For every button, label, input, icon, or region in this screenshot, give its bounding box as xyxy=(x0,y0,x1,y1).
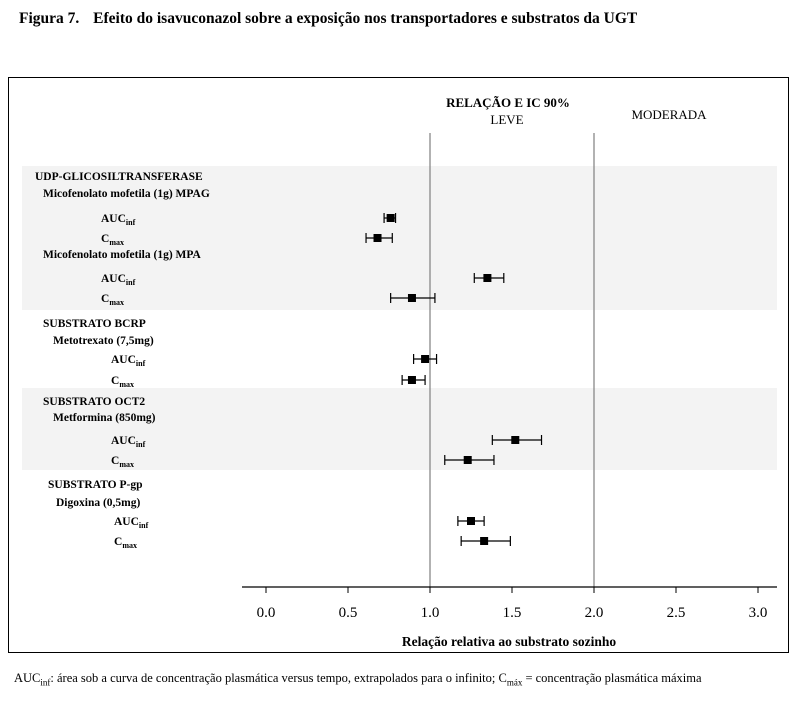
parameter-label: AUCinf xyxy=(111,354,146,368)
parameter-name: AUC xyxy=(111,354,136,366)
x-tick-label: 0.5 xyxy=(339,605,358,621)
point-estimate xyxy=(407,294,416,302)
parameter-subscript: max xyxy=(119,380,134,389)
parameter-subscript: inf xyxy=(136,359,146,368)
chart-header: RELAÇÃO E IC 90% xyxy=(446,95,570,110)
group-label: SUBSTRATO BCRP xyxy=(43,318,146,330)
parameter-label: Cmax xyxy=(101,233,124,247)
x-tick-label: 2.5 xyxy=(667,605,686,621)
x-axis-label: Relação relativa ao substrato sozinho xyxy=(402,634,616,649)
parameter-name: C xyxy=(111,375,119,387)
parameter-name: AUC xyxy=(101,273,126,285)
parameter-name: AUC xyxy=(114,516,139,528)
group-band xyxy=(22,166,777,310)
parameter-name: C xyxy=(101,293,109,305)
parameter-subscript: inf xyxy=(136,440,146,449)
x-tick-label: 3.0 xyxy=(749,605,768,621)
parameter-name: C xyxy=(101,233,109,245)
point-estimate xyxy=(467,517,475,525)
footnote: AUCinf: área sob a curva de concentração… xyxy=(14,670,774,691)
figure-title-text: Efeito do isavuconazol sobre a exposição… xyxy=(93,10,638,27)
point-estimate xyxy=(511,436,520,444)
parameter-label: Cmax xyxy=(111,375,134,389)
parameter-label: Cmax xyxy=(114,536,137,550)
parameter-name: AUC xyxy=(101,213,126,225)
parameter-subscript: max xyxy=(122,541,137,550)
footnote-text-2: = concentração plasmática máxima xyxy=(522,671,702,685)
figure-number: Figura 7. xyxy=(19,10,80,27)
figure-title: Figura 7. Efeito do isavuconazol sobre a… xyxy=(19,10,637,28)
footnote-auc-sub: inf xyxy=(40,677,51,688)
parameter-subscript: inf xyxy=(126,218,136,227)
x-tick-label: 1.5 xyxy=(503,605,522,621)
parameter-subscript: inf xyxy=(139,521,149,530)
substrate-label: Metformina (850mg) xyxy=(53,412,156,424)
substrate-label: Metotrexato (7,5mg) xyxy=(53,335,154,347)
parameter-subscript: inf xyxy=(126,278,136,287)
point-estimate xyxy=(483,274,492,282)
parameter-label: Cmax xyxy=(111,455,134,469)
point-estimate xyxy=(463,456,472,464)
group-label: UDP-GLICOSILTRANSFERASE xyxy=(35,171,203,183)
point-estimate xyxy=(480,537,489,545)
substrate-label: Micofenolato mofetila (1g) MPA xyxy=(43,249,202,261)
substrate-label: Digoxina (0,5mg) xyxy=(56,497,141,509)
parameter-name: C xyxy=(111,455,119,467)
group-label: SUBSTRATO P-gp xyxy=(48,479,142,491)
region-label: LEVE xyxy=(490,112,523,127)
point-estimate xyxy=(386,214,395,222)
x-tick-label: 1.0 xyxy=(421,605,440,621)
parameter-subscript: max xyxy=(109,238,124,247)
parameter-label: AUCinf xyxy=(114,516,149,530)
footnote-auc: AUC xyxy=(14,671,41,685)
group-label: SUBSTRATO OCT2 xyxy=(43,396,145,408)
parameter-subscript: max xyxy=(119,460,134,469)
parameter-label: Cmax xyxy=(101,293,124,307)
substrate-label: Micofenolato mofetila (1g) MPAG xyxy=(43,188,210,200)
x-tick-label: 2.0 xyxy=(585,605,604,621)
x-tick-label: 0.0 xyxy=(257,605,276,621)
parameter-label: AUCinf xyxy=(111,435,146,449)
point-estimate xyxy=(407,376,416,384)
parameter-label: AUCinf xyxy=(101,273,136,287)
region-label: MODERADA xyxy=(631,107,707,122)
group-band xyxy=(22,388,777,470)
parameter-label: AUCinf xyxy=(101,213,136,227)
point-estimate xyxy=(421,355,430,363)
footnote-cmax-sub: máx xyxy=(506,677,523,688)
footnote-text-1: : área sob a curva de concentração plasm… xyxy=(50,671,507,685)
point-estimate xyxy=(373,234,382,242)
chart-frame xyxy=(8,77,789,653)
parameter-subscript: max xyxy=(109,298,124,307)
parameter-name: C xyxy=(114,536,122,548)
parameter-name: AUC xyxy=(111,435,136,447)
